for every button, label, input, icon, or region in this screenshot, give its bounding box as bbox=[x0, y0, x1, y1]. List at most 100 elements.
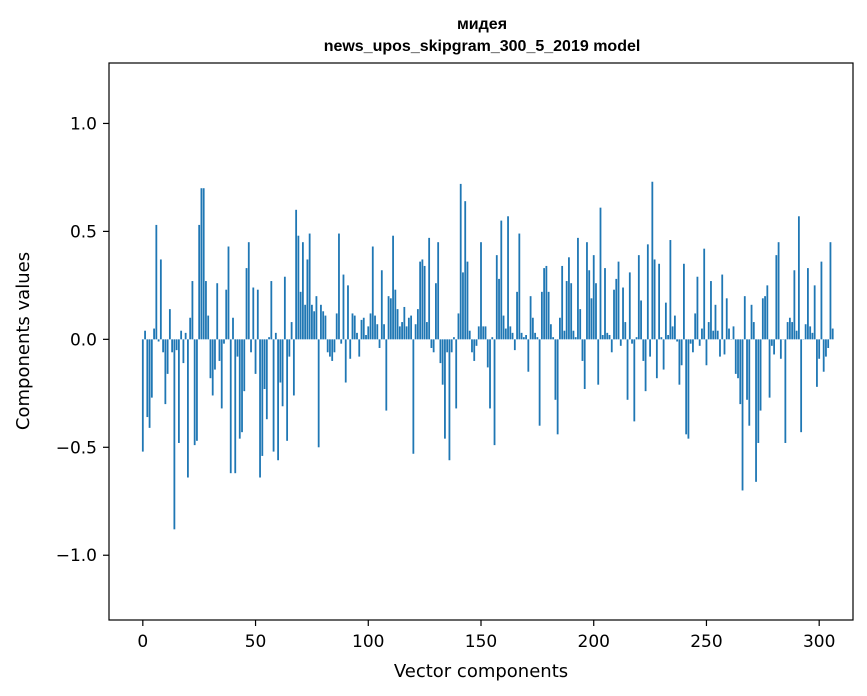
bar bbox=[574, 337, 577, 340]
bar bbox=[315, 296, 318, 340]
bar bbox=[491, 337, 494, 340]
bar bbox=[353, 315, 356, 340]
x-tick-label: 250 bbox=[690, 632, 722, 652]
bar bbox=[259, 339, 261, 478]
bar bbox=[822, 339, 825, 372]
bar bbox=[218, 339, 221, 361]
bar bbox=[667, 335, 670, 340]
bar bbox=[360, 319, 363, 340]
bar bbox=[171, 339, 174, 353]
bar bbox=[484, 326, 487, 340]
bar bbox=[333, 339, 336, 353]
x-tick-label: 150 bbox=[465, 632, 497, 652]
bar bbox=[554, 339, 557, 400]
bar bbox=[676, 339, 679, 342]
bar bbox=[421, 259, 424, 340]
bar bbox=[344, 339, 347, 383]
bar bbox=[561, 265, 564, 340]
bar bbox=[297, 235, 300, 340]
bar bbox=[723, 339, 726, 355]
bar bbox=[527, 339, 530, 372]
bar bbox=[680, 339, 683, 366]
bar bbox=[209, 339, 212, 379]
x-tick-label: 200 bbox=[578, 632, 610, 652]
bar bbox=[750, 304, 753, 340]
bar bbox=[329, 339, 331, 357]
bar bbox=[662, 339, 665, 370]
bar bbox=[500, 220, 503, 340]
bar bbox=[286, 339, 289, 441]
bar bbox=[538, 339, 541, 426]
bar bbox=[482, 326, 485, 340]
bar bbox=[324, 315, 327, 340]
bar bbox=[389, 298, 392, 340]
bar bbox=[245, 268, 248, 340]
bar bbox=[374, 315, 376, 340]
bar bbox=[710, 281, 712, 340]
bar bbox=[405, 326, 408, 340]
bar bbox=[437, 242, 440, 340]
bar bbox=[247, 242, 250, 340]
bar bbox=[279, 339, 282, 383]
bar bbox=[236, 339, 239, 357]
bar bbox=[423, 265, 426, 340]
bar bbox=[376, 324, 379, 340]
bar bbox=[807, 268, 809, 340]
chart-subtitle: news_upos_skipgram_300_5_2019 model bbox=[324, 38, 641, 55]
bar bbox=[522, 337, 525, 340]
bar bbox=[493, 339, 496, 446]
bar bbox=[759, 339, 762, 411]
bar bbox=[453, 337, 455, 340]
bar bbox=[187, 339, 189, 478]
bar bbox=[809, 326, 812, 340]
bar bbox=[439, 339, 442, 364]
bar bbox=[475, 339, 478, 346]
bar bbox=[141, 339, 144, 452]
bar bbox=[383, 324, 385, 340]
bar bbox=[811, 332, 814, 340]
bar bbox=[513, 339, 516, 351]
bar bbox=[651, 181, 654, 340]
bar bbox=[444, 339, 446, 439]
bar bbox=[457, 313, 460, 340]
bar bbox=[412, 339, 415, 454]
bar bbox=[714, 304, 717, 340]
bar bbox=[419, 261, 422, 340]
bar bbox=[757, 339, 760, 443]
bar bbox=[498, 278, 500, 340]
bar bbox=[707, 322, 710, 340]
bar bbox=[601, 335, 604, 340]
bar bbox=[252, 287, 255, 340]
bar bbox=[579, 309, 582, 340]
bar bbox=[820, 261, 823, 340]
x-axis-label: Vector components bbox=[394, 661, 568, 682]
bar bbox=[193, 339, 196, 446]
bar bbox=[385, 339, 388, 411]
bar bbox=[572, 330, 575, 340]
bar bbox=[761, 298, 764, 340]
bar bbox=[701, 328, 703, 340]
bar bbox=[200, 188, 203, 340]
bar bbox=[331, 339, 334, 361]
bar bbox=[547, 291, 550, 340]
bar bbox=[223, 339, 225, 344]
bar bbox=[712, 330, 715, 340]
bar bbox=[322, 311, 325, 340]
bar bbox=[441, 339, 444, 385]
bar bbox=[301, 242, 304, 340]
bar bbox=[829, 242, 832, 340]
bar bbox=[507, 216, 509, 340]
bar bbox=[351, 313, 354, 340]
bar bbox=[779, 339, 782, 359]
bar bbox=[804, 324, 807, 340]
bar bbox=[398, 326, 401, 340]
bar bbox=[534, 332, 537, 340]
bar bbox=[471, 339, 473, 353]
bar bbox=[748, 339, 751, 426]
bar bbox=[268, 337, 270, 340]
bar bbox=[349, 339, 352, 359]
y-axis-label: Components values bbox=[13, 252, 34, 430]
y-tick-label: −1.0 bbox=[56, 546, 97, 566]
bar bbox=[831, 328, 834, 340]
bar bbox=[371, 246, 374, 340]
